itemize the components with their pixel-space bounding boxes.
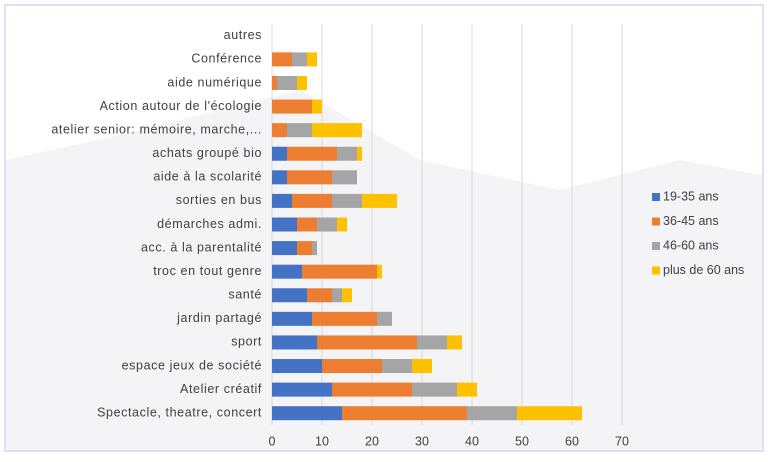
- y-tick-label: autres: [224, 28, 262, 42]
- bar-segment: [382, 359, 412, 374]
- bar-segment: [412, 359, 432, 374]
- bar-segment: [292, 193, 332, 208]
- x-tick-label: 60: [565, 434, 579, 448]
- bar-segment: [287, 146, 337, 161]
- bar-segment: [312, 311, 377, 326]
- y-tick-label: Action autour de l'écologie: [100, 99, 262, 113]
- bar-segment: [302, 264, 377, 279]
- legend-label: 36-45 ans: [663, 214, 719, 228]
- bar-segment: [332, 382, 412, 397]
- bar-segment: [287, 170, 332, 185]
- y-tick-label: Atelier créatif: [180, 382, 262, 396]
- bar-segment: [297, 75, 307, 90]
- bar-segment: [287, 123, 312, 138]
- bar-segment: [322, 359, 382, 374]
- bar-segment: [272, 99, 312, 114]
- y-tick-label: sorties en bus: [176, 193, 262, 207]
- y-tick-label: atelier senior: mémoire, marche,...: [51, 122, 262, 136]
- bar-segment: [272, 359, 322, 374]
- bar-segment: [467, 406, 517, 421]
- x-tick-label: 10: [315, 434, 329, 448]
- bar-segment: [332, 288, 342, 303]
- y-tick-label: démarches admi.: [157, 217, 262, 231]
- bar-segment: [517, 406, 582, 421]
- bar-segment: [312, 241, 317, 256]
- y-tick-label: sport: [231, 335, 262, 349]
- bar-segment: [362, 193, 397, 208]
- bar-segment: [312, 123, 362, 138]
- bar-segment: [457, 382, 477, 397]
- bar-segment: [272, 241, 297, 256]
- legend-label: 19-35 ans: [663, 189, 719, 203]
- x-tick-label: 70: [615, 434, 629, 448]
- x-tick-label: 40: [465, 434, 479, 448]
- y-tick-label: achats groupé bio: [152, 146, 262, 160]
- legend-swatch: [652, 217, 660, 226]
- bar-segment: [447, 335, 462, 350]
- bar-segment: [272, 146, 287, 161]
- y-tick-label: santé: [228, 288, 262, 302]
- bar-segment: [272, 170, 287, 185]
- bar-segment: [277, 75, 297, 90]
- bar-segment: [272, 123, 287, 138]
- x-tick-label: 0: [269, 434, 276, 448]
- y-tick-label: aide numérique: [167, 75, 262, 89]
- bar-segment: [332, 170, 357, 185]
- bar-segment: [342, 406, 467, 421]
- bar-segment: [377, 264, 382, 279]
- legend-swatch: [652, 242, 660, 250]
- bar-segment: [272, 335, 317, 350]
- x-tick-label: 30: [415, 434, 429, 448]
- bar-segment: [272, 52, 292, 67]
- bar-segment: [272, 311, 312, 326]
- bar-segment: [297, 217, 317, 232]
- bar-segment: [317, 217, 337, 232]
- bar-segment: [307, 52, 317, 67]
- bar-segment: [272, 193, 292, 208]
- bar-segment: [337, 146, 357, 161]
- bar-segment: [357, 146, 362, 161]
- bar-segment: [272, 382, 332, 397]
- y-tick-label: aide à la scolarité: [153, 170, 262, 184]
- bar-segment: [377, 311, 392, 326]
- background-shape: [6, 90, 762, 450]
- bar-segment: [297, 241, 312, 256]
- bar-segment: [272, 406, 342, 421]
- y-tick-label: jardin partagé: [176, 311, 262, 325]
- x-tick-label: 50: [515, 434, 529, 448]
- x-tick-label: 20: [365, 434, 379, 448]
- bar-segment: [342, 288, 352, 303]
- bar-segment: [272, 264, 302, 279]
- legend-swatch: [652, 193, 660, 201]
- y-tick-label: espace jeux de société: [122, 358, 262, 372]
- bar-segment: [312, 99, 322, 114]
- bar-segment: [272, 217, 297, 232]
- bar-segment: [332, 193, 362, 208]
- legend-swatch: [652, 266, 660, 275]
- bar-segment: [337, 217, 347, 232]
- bar-segment: [272, 288, 307, 303]
- bar-segment: [412, 382, 457, 397]
- y-tick-label: troc en tout genre: [153, 264, 262, 278]
- bar-segment: [292, 52, 307, 67]
- bar-segment: [317, 335, 417, 350]
- bar-segment: [272, 75, 277, 90]
- bar-segment: [417, 335, 447, 350]
- legend-label: 46-60 ans: [663, 238, 719, 252]
- y-tick-label: Spectacle, theatre, concert: [97, 406, 262, 420]
- legend-label: plus de 60 ans: [663, 263, 744, 277]
- bar-segment: [307, 288, 332, 303]
- y-tick-label: acc. à la parentalité: [141, 240, 262, 254]
- y-tick-label: Conférence: [191, 52, 262, 66]
